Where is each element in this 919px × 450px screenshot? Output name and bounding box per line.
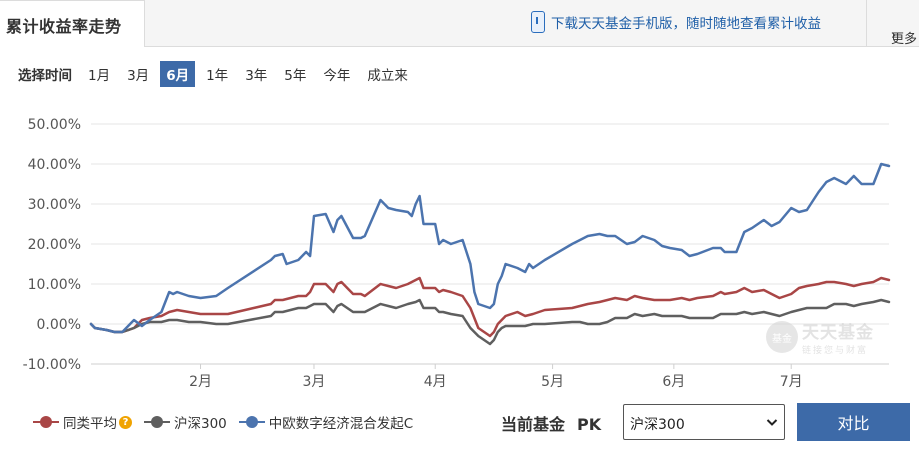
- legend-swatch-fund: [238, 415, 265, 429]
- y-tick-label: 50.00%: [28, 117, 81, 133]
- y-tick-label: 40.00%: [28, 157, 81, 173]
- y-tick-label: 20.00%: [28, 237, 81, 253]
- y-tick-label: -10.00%: [23, 357, 81, 373]
- time-option-ytd[interactable]: 今年: [323, 68, 351, 84]
- watermark-name: 天天基金: [802, 323, 874, 343]
- chevron-right-icon: ›: [891, 28, 897, 43]
- chart-header: 累计收益率走势 下载天天基金手机版，随时随地查看累计收益 更多 ›: [0, 0, 919, 47]
- cumulative-return-chart: -10.00% 0.00% 10.00% 20.00% 30.00% 40.00% 50.0…: [23, 117, 891, 390]
- pk-label-group: 当前基金 PK: [501, 411, 601, 435]
- y-tick-label: 30.00%: [28, 197, 81, 213]
- series-line-fund: [89, 162, 891, 334]
- legend-item-csi300[interactable]: 沪深300: [144, 412, 227, 432]
- compare-index-select[interactable]: 沪深300: [623, 404, 785, 440]
- download-app-link[interactable]: 下载天天基金手机版，随时随地查看累计收益: [531, 10, 821, 34]
- x-tick-label: 7月: [780, 374, 803, 390]
- phone-icon: [531, 11, 545, 33]
- legend-item-fund[interactable]: 中欧数字经济混合发起C: [238, 412, 414, 432]
- x-tick-label: 4月: [424, 374, 447, 390]
- series-line-peer-average: [89, 276, 891, 338]
- x-tick-label: 6月: [662, 374, 685, 390]
- legend-swatch-index: [144, 415, 170, 429]
- x-axis: 2月 3月 4月 5月 6月 7月: [91, 363, 889, 390]
- legend-label: 沪深300: [174, 416, 227, 432]
- time-option-3y[interactable]: 3年: [245, 68, 268, 84]
- time-option-1y[interactable]: 1年: [206, 68, 229, 84]
- time-option-1m[interactable]: 1月: [88, 68, 111, 84]
- legend-label: 中欧数字经济混合发起C: [268, 416, 414, 432]
- question-circle-icon[interactable]: ?: [119, 415, 132, 429]
- current-fund-label: 当前基金: [501, 415, 566, 434]
- watermark-slogan: 链接您与财富: [802, 346, 869, 356]
- page-title: 累计收益率走势: [6, 17, 122, 36]
- x-tick-label: 3月: [303, 374, 326, 390]
- time-option-3m[interactable]: 3月: [127, 68, 150, 84]
- legend-item-peer-average[interactable]: 同类平均 ?: [33, 412, 132, 432]
- more-link[interactable]: 更多 ›: [866, 0, 919, 47]
- time-range-label: 选择时间: [18, 68, 72, 84]
- chevron-down-icon: [766, 419, 778, 426]
- download-app-text: 下载天天基金手机版，随时随地查看累计收益: [551, 16, 821, 32]
- tab-cumulative-return[interactable]: 累计收益率走势: [0, 0, 145, 47]
- time-option-6m[interactable]: 6月: [160, 61, 196, 87]
- series-line-csi300: [89, 298, 891, 346]
- watermark-logo: 基金: [766, 321, 798, 353]
- time-range-selector: 选择时间 1月 3月 6月 1年 3年 5年 今年 成立来: [0, 61, 419, 87]
- watermark: 基金 天天基金 链接您与财富: [766, 318, 874, 356]
- pk-label: PK: [577, 415, 602, 434]
- chart-legend: 同类平均 ? 沪深300 中欧数字经济混合发起C: [33, 412, 425, 432]
- y-tick-label: 0.00%: [37, 317, 81, 333]
- time-option-5y[interactable]: 5年: [284, 68, 307, 84]
- legend-label: 同类平均: [63, 416, 117, 432]
- time-option-inception[interactable]: 成立来: [367, 68, 408, 84]
- legend-swatch-peer: [33, 415, 59, 429]
- x-tick-label: 2月: [189, 374, 212, 390]
- y-axis: -10.00% 0.00% 10.00% 20.00% 30.00% 40.00% 50.0…: [23, 117, 81, 373]
- x-tick-label: 5月: [541, 374, 564, 390]
- y-tick-label: 10.00%: [28, 277, 81, 293]
- compare-index-value: 沪深300: [630, 417, 685, 433]
- chart-series: [89, 162, 891, 346]
- compare-button[interactable]: 对比: [797, 403, 910, 441]
